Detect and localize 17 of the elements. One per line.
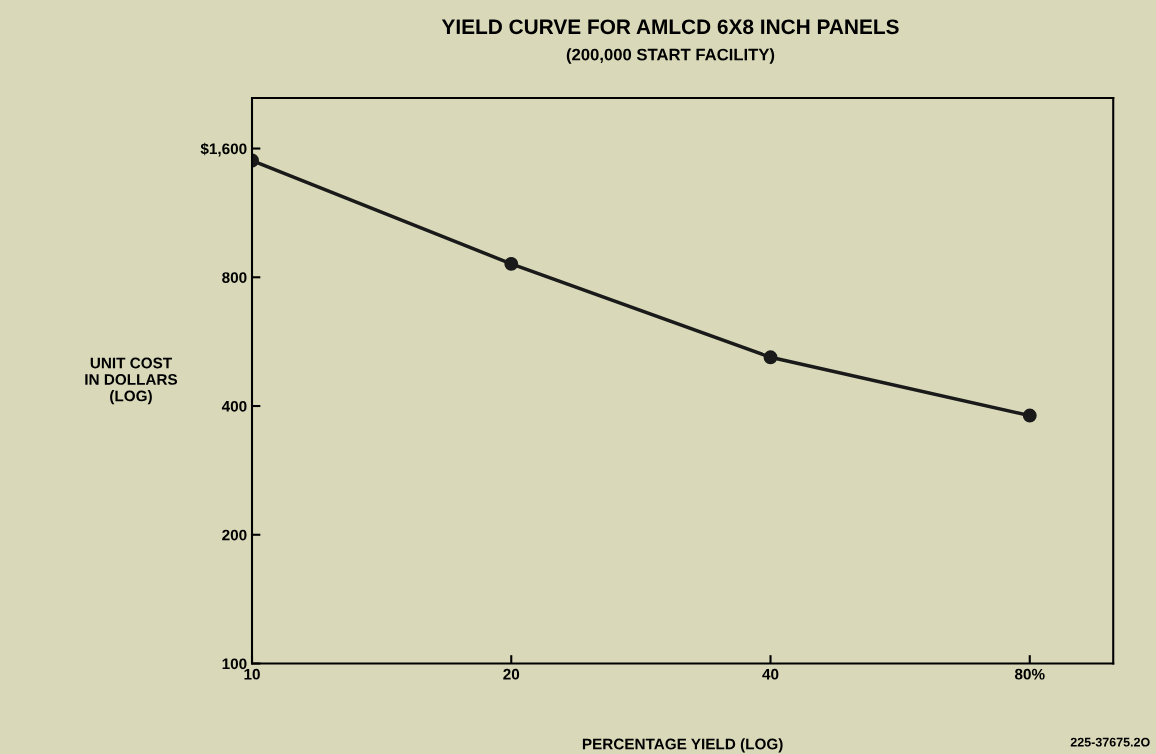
x-tick-label: 40 — [762, 668, 779, 680]
y-tick-label: 800 — [222, 272, 247, 283]
y-axis-title: UNIT COST IN DOLLARS (LOG) — [85, 357, 178, 405]
point — [504, 256, 519, 271]
x-tick-label: 20 — [503, 668, 520, 680]
y-tick-label: $1,600 — [200, 142, 247, 157]
y-tick-label: 200 — [222, 529, 247, 541]
chart-title: YIELD CURVE FOR AMLCD 6X8 INCH PANELS — [441, 19, 899, 35]
chart-subtitle: (200,000 START FACILITY) — [566, 48, 775, 64]
point — [763, 350, 778, 365]
x-axis-title: PERCENTAGE YIELD (LOG) — [582, 738, 783, 753]
point — [1022, 408, 1037, 423]
x-tick-label: 80% — [1014, 668, 1045, 680]
y-tick-label: 100 — [222, 658, 247, 670]
x-tick-label: 10 — [244, 668, 260, 680]
y-tick-label: 400 — [221, 400, 247, 412]
text: 225-37675.2O — [1070, 737, 1150, 747]
